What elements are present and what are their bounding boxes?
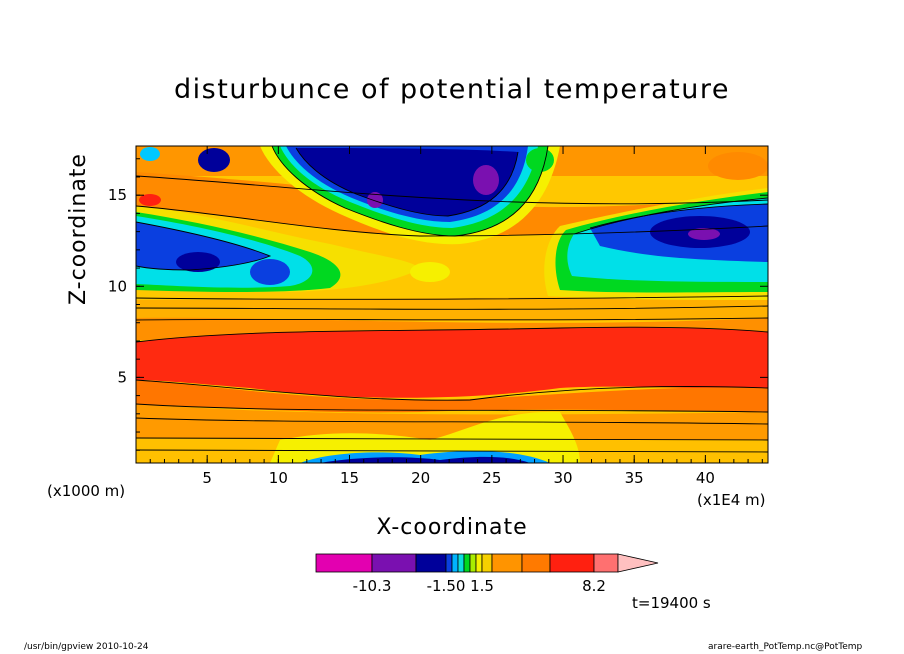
left-blue-zone — [136, 222, 270, 270]
x-tick-label: 35 — [625, 469, 644, 487]
colorbar-segment — [475, 553, 483, 573]
footer-data-source: arare-earth_PotTemp.nc@PotTemp — [708, 642, 863, 652]
contour-lines — [136, 146, 768, 453]
left-deep-blue-cell — [176, 252, 220, 272]
colorbar-arrow — [617, 553, 659, 573]
x-axis-unit: (x1E4 m) — [697, 491, 766, 509]
colorbar-segment — [463, 553, 471, 573]
x-axis-ticks: 5 10 15 20 25 30 35 40 — [149, 146, 763, 487]
colorbar-segment — [469, 553, 477, 573]
footer-program-date: /usr/bin/gpview 2010-10-24 — [24, 642, 149, 652]
contour-field — [136, 146, 768, 463]
colorbar-pos-label: 1.5 — [470, 577, 494, 595]
central-deep-blue-zone — [296, 148, 518, 216]
y-axis-ticks: 5 10 15 — [108, 158, 768, 451]
right-purple-core — [688, 228, 720, 240]
upper-left-blue-cell — [198, 148, 230, 172]
x-tick-label: 25 — [482, 469, 501, 487]
colorbar: -10.3 -1.50 1.5 8.2 — [315, 553, 659, 595]
x-tick-label: 10 — [269, 469, 288, 487]
colorbar-segment — [315, 553, 373, 573]
colorbar-max-label: 8.2 — [582, 577, 606, 595]
upper-center-green-cell — [526, 148, 554, 172]
x-tick-label: 5 — [202, 469, 212, 487]
y-tick-label: 5 — [117, 368, 127, 386]
center-yellow-cell — [410, 262, 450, 282]
y-axis-unit: (x1000 m) — [47, 482, 126, 500]
upper-left-red-cell — [139, 194, 161, 206]
colorbar-segment — [445, 553, 453, 573]
y-tick-label: 10 — [108, 277, 127, 295]
colorbar-segment — [549, 553, 595, 573]
x-tick-label: 15 — [340, 469, 359, 487]
colorbar-min-label: -10.3 — [353, 577, 392, 595]
colorbar-segment — [593, 553, 619, 573]
colorbar-neg-label: -1.50 — [427, 577, 466, 595]
central-purple-cell-left — [367, 192, 383, 208]
colorbar-segment — [371, 553, 417, 573]
colorbar-segment — [451, 553, 459, 573]
x-tick-label: 40 — [696, 469, 715, 487]
upper-right-orange-cell — [708, 152, 768, 180]
x-axis-label: X-coordinate — [376, 515, 528, 540]
colorbar-segment — [481, 553, 493, 573]
colorbar-segment — [415, 553, 447, 573]
left-blue-cell — [250, 259, 290, 285]
x-tick-label: 20 — [411, 469, 430, 487]
corner-cyan-cell — [140, 147, 160, 161]
time-label: t=19400 s — [632, 594, 711, 612]
x-tick-label: 30 — [553, 469, 572, 487]
chart-title: disturbunce of potential temperature — [174, 74, 730, 105]
warm-red-layer — [136, 327, 768, 398]
lower-orange-band — [136, 380, 768, 413]
colorbar-segment — [491, 553, 523, 573]
y-tick-label: 15 — [108, 186, 127, 204]
colorbar-segment — [457, 553, 465, 573]
surface-light-patch — [270, 411, 580, 463]
colorbar-segment — [521, 553, 551, 573]
central-purple-cell-right — [473, 165, 499, 195]
